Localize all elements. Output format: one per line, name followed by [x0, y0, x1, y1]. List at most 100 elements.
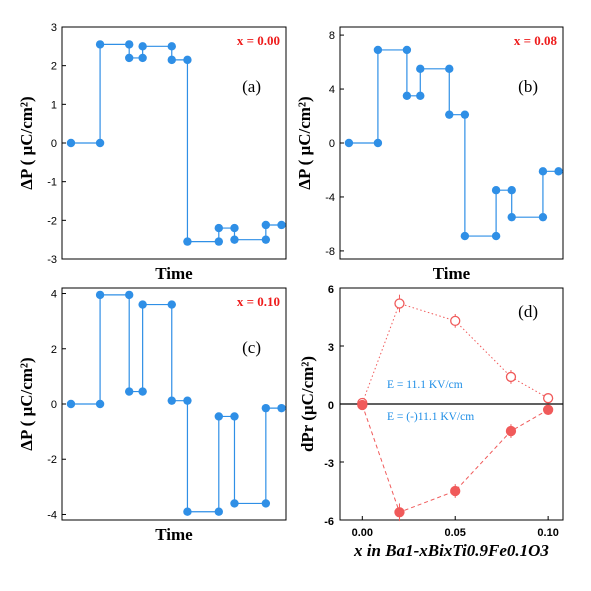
legend-positive-field: E = 11.1 KV/cm	[387, 379, 463, 391]
y-tick-label: 4	[51, 289, 57, 301]
x-tick-label: 0.05	[445, 527, 466, 539]
data-point	[416, 64, 425, 74]
data-point	[542, 393, 554, 404]
y-axis-label: ΔP ( μC/cm²)	[295, 96, 314, 189]
data-point	[491, 186, 501, 195]
y-tick-label: 8	[329, 30, 335, 42]
data-point	[416, 91, 425, 100]
x-axis-label: x in Ba1-xBixTi0.9Fe0.1O3	[353, 541, 549, 560]
y-tick-label: 3	[328, 342, 334, 354]
y-tick-label: -8	[325, 246, 335, 258]
data-point	[344, 138, 354, 148]
x-tick-label: 0.10	[537, 527, 558, 539]
y-tick-label: 2	[51, 61, 57, 73]
data-point	[445, 64, 454, 74]
data-point	[357, 399, 368, 411]
data-point	[507, 212, 516, 222]
data-point	[167, 300, 176, 309]
y-axis-label: ΔP ( μC/cm²)	[17, 96, 36, 189]
data-point	[138, 387, 147, 396]
data-point	[394, 298, 405, 309]
data-point	[66, 138, 76, 148]
data-point	[95, 399, 105, 409]
x-axis-label: Time	[433, 264, 471, 283]
y-tick-label: 0	[329, 138, 335, 150]
panel-a: -3 -2 -1 0 1 2 3 Time ΔP ( μC/cm²) x = 0.00 (a)	[17, 22, 287, 283]
y-tick-label: -2	[47, 215, 57, 227]
data-point	[491, 231, 501, 241]
y-tick-label: -1	[47, 177, 57, 189]
data-point	[138, 42, 147, 51]
step-line	[348, 49, 559, 237]
data-point	[261, 235, 271, 244]
data-point	[66, 399, 76, 409]
data-point	[183, 507, 192, 516]
data-point	[542, 404, 554, 415]
panel-b: -8 -4 0 4 8 Time ΔP ( μC/cm²) x = 0.08 (b)	[295, 26, 564, 283]
panel-d: -6 -3 0 3 6 0.00 0.05 0.10 E = 11.1 KV/cm E = (-)…	[298, 284, 564, 560]
y-tick-label: 1	[51, 99, 57, 111]
y-tick-label: -6	[324, 516, 334, 528]
panel-label: (a)	[242, 77, 261, 96]
data-point	[230, 499, 239, 508]
x-axis-label: Time	[155, 264, 193, 283]
data-point	[214, 223, 223, 233]
data-point	[261, 220, 271, 230]
data-point	[230, 235, 239, 244]
data-point	[183, 396, 192, 405]
data-point	[505, 371, 517, 383]
y-tick-label: 3	[51, 22, 57, 34]
data-point	[538, 212, 548, 222]
data-point	[538, 167, 548, 176]
data-point	[214, 507, 223, 516]
data-point	[450, 485, 461, 497]
data-point	[125, 53, 134, 63]
y-tick-label: 0	[328, 400, 334, 412]
panel-c: -4 -2 0 2 4 Time ΔP ( μC/cm²) x = 0.10 (c)	[17, 287, 287, 544]
data-point	[554, 167, 563, 176]
data-point	[261, 499, 271, 508]
y-tick-label: 2	[51, 344, 57, 356]
x-axis-label: Time	[155, 525, 193, 544]
data-point	[183, 55, 192, 65]
legend-negative-field: E = (-)11.1 KV/cm	[387, 411, 474, 423]
step-line	[70, 294, 282, 513]
y-tick-label: 6	[328, 284, 334, 296]
data-point	[230, 223, 239, 233]
series-line	[361, 404, 549, 513]
data-point	[214, 412, 223, 421]
data-point	[125, 387, 134, 396]
panel-label: (b)	[518, 77, 538, 96]
data-point	[460, 231, 470, 241]
data-point	[183, 237, 192, 246]
data-point	[394, 507, 405, 518]
composition-label: x = 0.08	[514, 33, 558, 48]
data-point	[505, 425, 517, 437]
y-tick-label: -4	[47, 509, 57, 521]
y-tick-label: -4	[325, 192, 335, 204]
data-point	[445, 110, 454, 119]
data-point	[373, 45, 383, 55]
panel-label: (d)	[518, 302, 538, 321]
data-point	[167, 42, 176, 51]
data-point	[167, 55, 176, 65]
data-point	[507, 186, 516, 195]
data-point	[277, 220, 286, 230]
composition-label: x = 0.00	[237, 33, 280, 48]
data-point	[373, 138, 383, 148]
x-tick-label: 0.00	[352, 527, 373, 539]
y-tick-label: -3	[324, 458, 334, 470]
data-point	[95, 290, 105, 300]
y-axis-label: dPr (μC/cm²)	[298, 356, 317, 452]
data-point	[261, 403, 271, 413]
y-tick-label: 0	[51, 399, 57, 411]
data-point	[138, 300, 147, 309]
step-line	[70, 43, 282, 243]
data-point	[95, 138, 105, 148]
composition-label: x = 0.10	[237, 294, 280, 309]
data-point	[277, 403, 286, 413]
data-point	[95, 40, 105, 49]
data-point	[138, 53, 147, 63]
data-point	[125, 40, 134, 49]
